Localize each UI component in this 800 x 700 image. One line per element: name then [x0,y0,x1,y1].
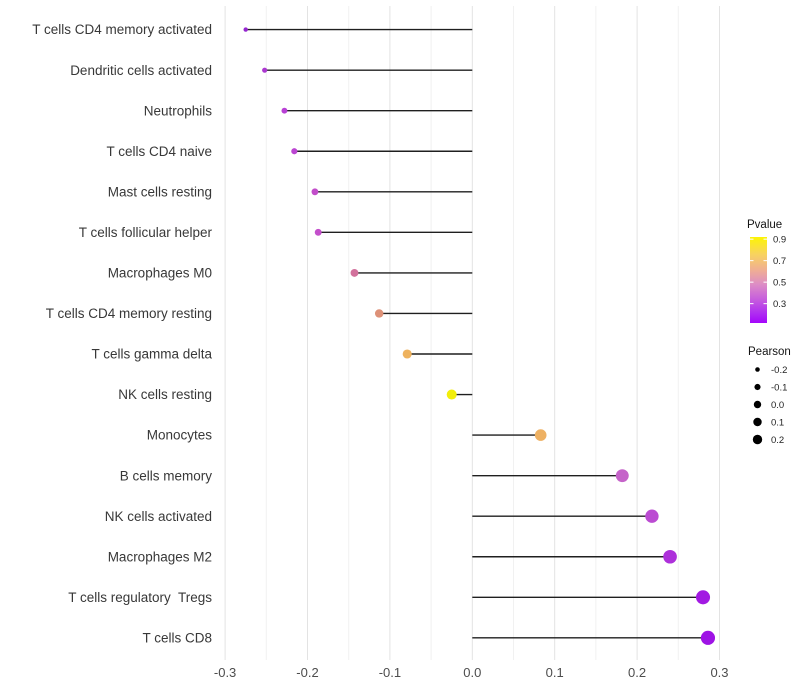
lollipop-row [472,549,677,564]
x-tick-label: -0.3 [214,665,236,680]
size-key-dot [755,367,760,372]
data-point [695,590,711,605]
lollipop-row [472,469,629,483]
pvalue-tick-label: 0.9 [773,235,786,246]
pearson-legend-title: Pearson [748,346,791,358]
pearson-legend-item: 0.2 [752,434,784,446]
pearson-tick-label: 0.0 [771,400,784,411]
pvalue-tick-label: 0.5 [773,278,786,289]
x-tick-label: 0.3 [710,665,728,680]
data-point [374,309,384,318]
size-key-dot [754,383,761,391]
category-label: Monocytes [147,428,213,443]
size-key-dot [752,434,763,445]
lollipop-series [243,27,716,645]
data-point [615,469,629,483]
data-point [645,509,659,523]
y-axis-labels: T cells CD4 memory activated Dendritic ce… [32,22,212,645]
pvalue-gradient-bar [750,237,767,323]
category-label: Macrophages M2 [108,549,212,564]
category-label: T cells CD4 memory activated [32,22,212,37]
x-tick-label: 0.1 [546,665,564,680]
data-point [262,67,268,73]
data-point [291,148,298,155]
pvalue-tick-label: 0.3 [773,299,786,310]
x-tick-label: -0.1 [379,665,401,680]
pearson-legend-item: -0.1 [754,383,787,394]
lollipop-row [472,509,659,523]
category-label: T cells regulatory Tregs [68,590,212,605]
x-axis-tick-labels: -0.3 -0.2 -0.1 0.0 0.1 0.2 0.3 [214,665,729,680]
data-point [402,349,412,359]
category-label: T cells gamma delta [91,347,212,362]
lollipop-row [350,268,473,277]
data-point [534,429,547,441]
category-label: T cells CD4 naive [106,144,212,159]
category-label: Neutrophils [144,103,213,118]
data-point [311,188,319,196]
lollipop-row [446,389,473,400]
lollipop-row [472,429,547,441]
category-label: T cells follicular helper [79,225,213,240]
data-point [700,630,716,645]
lollipop-row [374,309,473,318]
lollipop-row [472,590,711,605]
size-key-dot [753,400,762,409]
pearson-tick-label: 0.2 [771,435,784,446]
pearson-size-legend: Pearson -0.2 -0.1 0.0 0.1 0.2 [748,346,791,446]
category-label: T cells CD8 [142,630,212,645]
data-point [243,27,248,32]
data-point [663,549,677,564]
lollipop-row [402,349,473,359]
lollipop-row [281,107,473,114]
pearson-tick-label: -0.1 [771,383,787,394]
data-point [281,107,288,114]
category-label: NK cells resting [118,387,212,402]
x-tick-label: 0.0 [463,665,481,680]
lollipop-row [311,188,473,196]
pearson-tick-label: 0.1 [771,418,784,429]
data-point [314,228,322,236]
pearson-legend-item: 0.0 [753,400,784,411]
lollipop-row [291,148,473,155]
pvalue-tick-label: 0.7 [773,256,786,267]
category-label: Dendritic cells activated [70,63,212,78]
pearson-legend-item: -0.2 [755,365,787,376]
category-label: Mast cells resting [108,184,212,199]
data-point [350,268,359,277]
data-point [446,389,457,400]
pearson-legend-items: -0.2 -0.1 0.0 0.1 0.2 [752,365,787,446]
lollipop-row [472,630,716,645]
lollipop-row [314,228,473,236]
pvalue-color-legend: Pvalue 0.9 0.7 0.5 0.3 [747,219,786,323]
x-tick-label: 0.2 [628,665,646,680]
x-tick-label: -0.2 [296,665,318,680]
pvalue-legend-title: Pvalue [747,219,782,231]
lollipop-row [262,67,473,73]
pearson-legend-item: 0.1 [753,418,784,429]
size-key-dot [753,417,762,427]
category-label: NK cells activated [105,509,212,524]
lollipop-row [243,27,473,32]
category-label: Macrophages M0 [108,266,212,281]
category-label: T cells CD4 memory resting [46,306,212,321]
category-label: B cells memory [120,468,213,483]
pvalue-legend-ticks: 0.9 0.7 0.5 0.3 [750,235,786,310]
gridlines [224,6,720,660]
pearson-tick-label: -0.2 [771,365,787,376]
